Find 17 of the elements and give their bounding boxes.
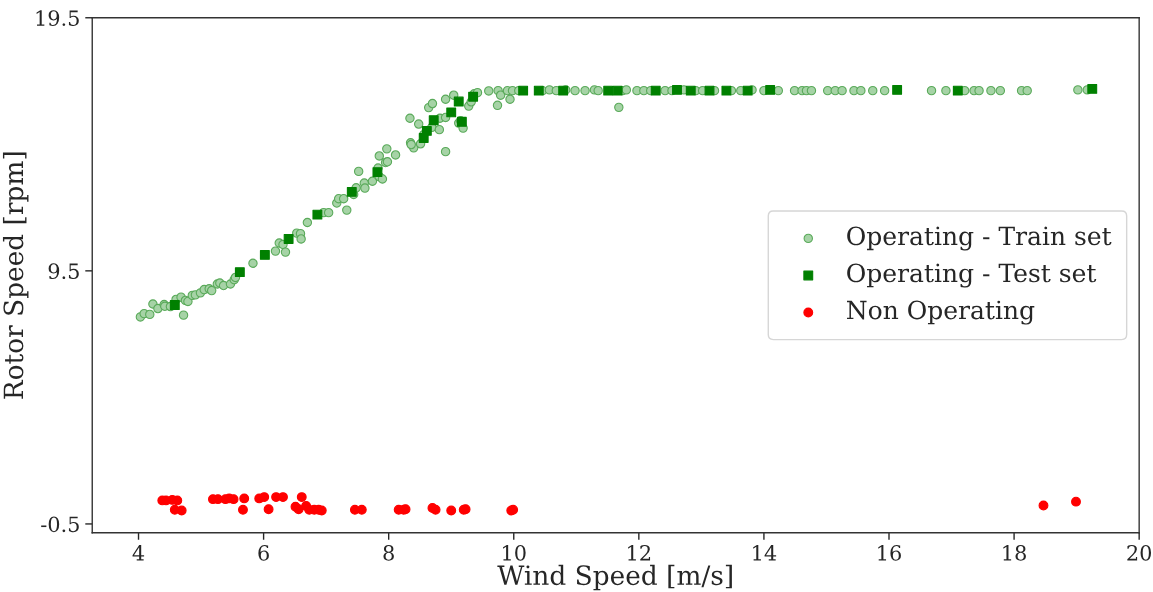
x-tick-label: 14 — [753, 544, 777, 561]
y-tick-label: 19.5 — [36, 10, 79, 26]
legend-label: Non Operating — [847, 300, 1035, 325]
legend-label: Operating - Train set — [847, 226, 1112, 251]
x-tick-label: 12 — [628, 544, 651, 561]
x-axis-title: Wind Speed [m/s] — [497, 564, 732, 591]
y-tick-label: -0.5 — [41, 516, 79, 533]
x-tick-label: 16 — [878, 544, 901, 561]
x-tick-label: 18 — [1003, 544, 1026, 561]
x-tick-label: 8 — [383, 544, 394, 561]
legend-label: Operating - Test set — [847, 263, 1097, 288]
x-tick-label: 6 — [258, 544, 269, 561]
x-tick-label: 10 — [503, 544, 526, 561]
x-tick-label: 20 — [1127, 544, 1152, 561]
y-tick-label: 9.5 — [48, 263, 79, 280]
y-axis-title: Rotor Speed [rpm] — [2, 152, 29, 399]
x-tick-label: 4 — [132, 544, 145, 561]
